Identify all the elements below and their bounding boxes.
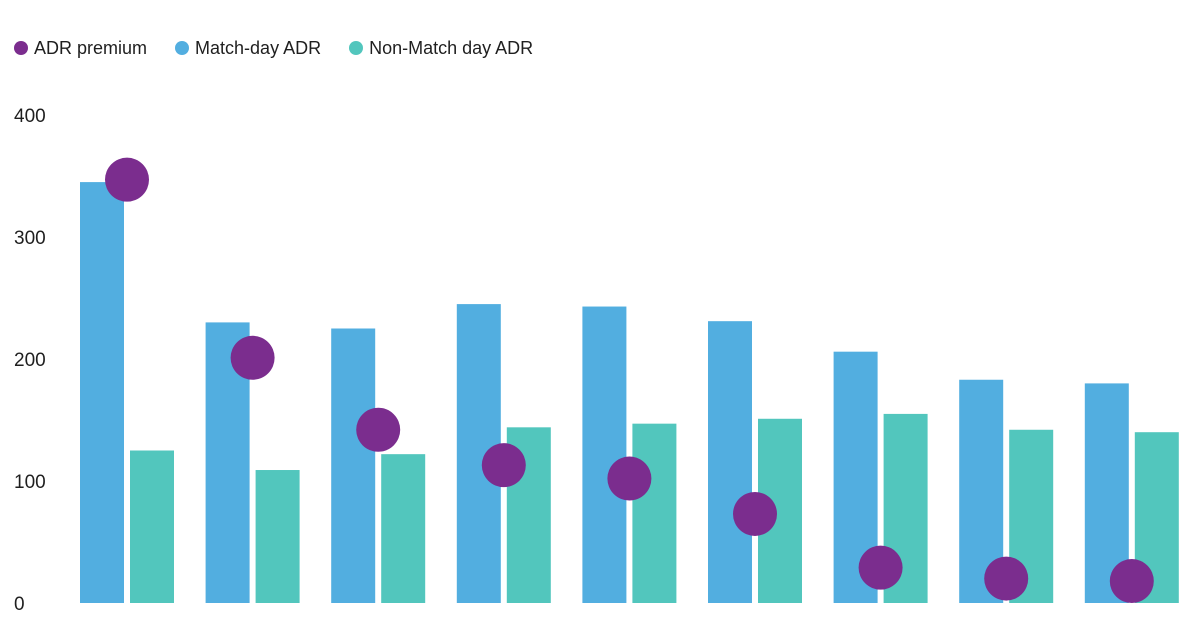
bar-non-match-day-adr	[255, 470, 300, 603]
point-adr-premium	[733, 491, 777, 536]
y-tick-label: 400	[14, 106, 46, 127]
legend-swatch-non-match-day-adr	[349, 41, 364, 55]
bar-match-day-adr	[331, 328, 376, 603]
bar-match-day-adr	[582, 306, 627, 603]
legend-item-non-match-day-adr[interactable]: Non-Match day ADR	[349, 38, 533, 59]
point-adr-premium	[984, 556, 1029, 601]
y-tick-label: 200	[14, 350, 46, 371]
point-adr-premium	[1109, 559, 1154, 604]
point-adr-premium	[230, 335, 275, 380]
legend-label-adr-premium: ADR premium	[34, 37, 148, 58]
legend-label-match-day-adr: Match-day ADR	[195, 37, 322, 58]
y-tick-label: 100	[14, 472, 46, 493]
bar-non-match-day-adr	[381, 454, 426, 603]
bar-match-day-adr	[80, 182, 124, 603]
chart-legend: ADR premium Match-day ADR Non-Match day …	[14, 36, 533, 60]
bar-match-day-adr	[708, 321, 752, 603]
point-adr-premium	[858, 545, 903, 590]
legend-item-match-day-adr[interactable]: Match-day ADR	[175, 38, 321, 59]
point-adr-premium	[105, 157, 149, 202]
legend-label-non-match-day-adr: Non-Match day ADR	[369, 37, 534, 58]
y-tick-label: 300	[14, 228, 46, 249]
point-adr-premium	[356, 407, 401, 452]
point-adr-premium	[481, 443, 526, 488]
legend-item-adr-premium[interactable]: ADR premium	[14, 38, 147, 59]
y-tick-label: 0	[14, 594, 25, 615]
point-adr-premium	[607, 456, 652, 501]
legend-swatch-match-day-adr	[175, 41, 190, 55]
bar-non-match-day-adr	[632, 423, 677, 603]
bar-non-match-day-adr	[130, 450, 174, 603]
legend-swatch-adr-premium	[14, 41, 28, 55]
